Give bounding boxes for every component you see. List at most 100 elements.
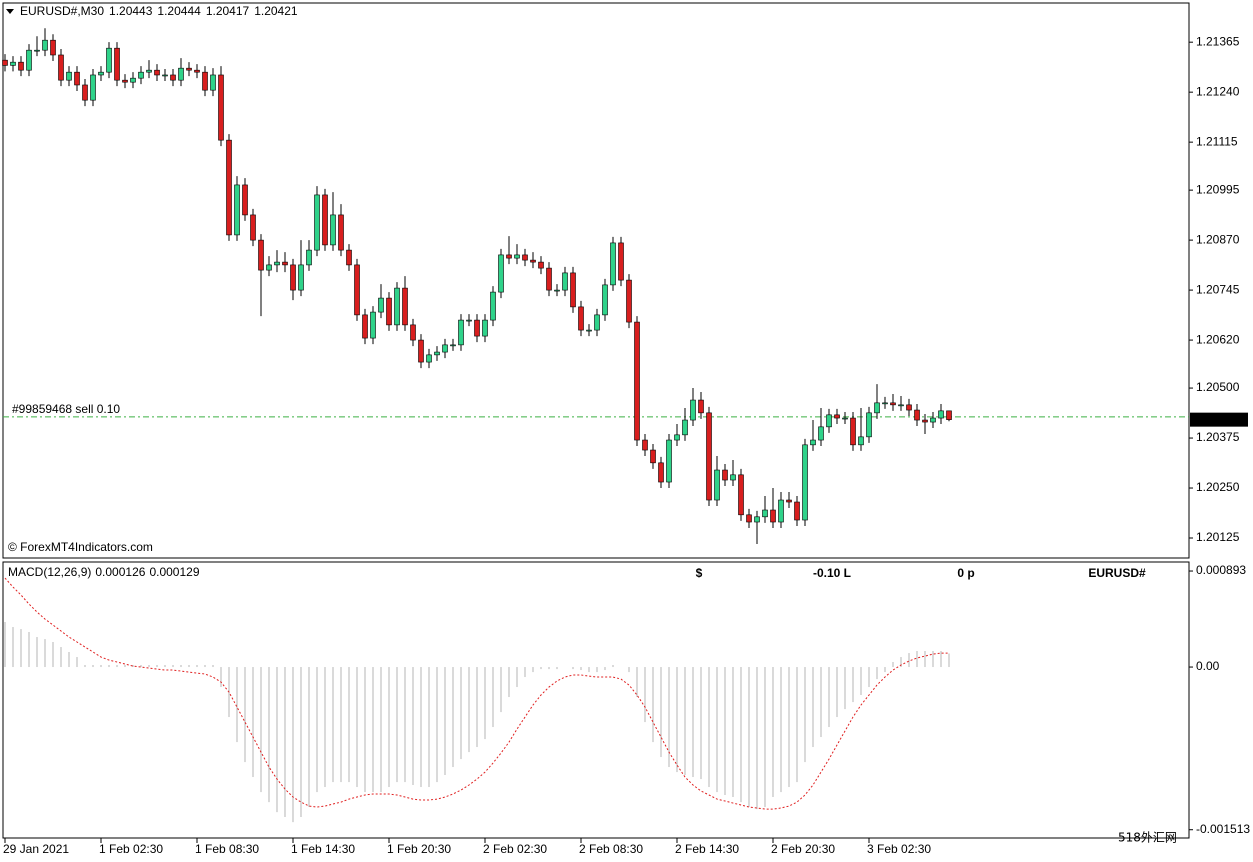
- candle-body: [194, 69, 200, 73]
- x-tick-label: 1 Feb 14:30: [291, 842, 355, 856]
- signal-line: [4, 577, 950, 810]
- candle-body: [74, 71, 80, 86]
- candle-body: [58, 54, 64, 81]
- candle-body: [178, 67, 184, 81]
- candle-body: [378, 297, 384, 313]
- y-tick-label: -0.001513: [1196, 822, 1250, 836]
- menu-triangle[interactable]: [6, 9, 14, 14]
- candle-body: [506, 254, 512, 259]
- candle-body: [2, 59, 8, 66]
- indicator-value: 0.000129: [149, 565, 199, 579]
- candle-body: [914, 409, 920, 421]
- candle-body: [426, 354, 432, 363]
- candle-body: [130, 77, 136, 83]
- candle-body: [802, 444, 808, 521]
- candle-body: [834, 414, 840, 419]
- candle-body: [402, 287, 408, 326]
- header-value: 1.20444: [157, 4, 201, 18]
- candle-body: [362, 314, 368, 339]
- info-label: $: [696, 566, 703, 580]
- candle-body: [42, 39, 48, 51]
- candle-body: [578, 306, 584, 331]
- candle-body: [674, 434, 680, 441]
- candle-body: [842, 417, 848, 420]
- candle-body: [298, 264, 304, 291]
- candle-body: [890, 402, 896, 406]
- header-value: 1.20421: [254, 4, 298, 18]
- indicator-value: MACD(12,26,9): [8, 565, 91, 579]
- candle-body: [122, 79, 128, 83]
- candle-body: [634, 321, 640, 441]
- candle-body: [242, 184, 248, 216]
- candle-body: [146, 69, 152, 73]
- y-tick-label: 1.21365: [1196, 34, 1240, 48]
- candle-body: [170, 74, 176, 81]
- y-tick-label: 0.00: [1196, 659, 1220, 673]
- y-tick-label: 1.20870: [1196, 232, 1240, 246]
- candle-body: [282, 261, 288, 266]
- candle-body: [778, 499, 784, 523]
- candle-body: [330, 214, 336, 246]
- candle-body: [50, 39, 56, 56]
- candle-body: [474, 319, 480, 337]
- macd-panel: [2, 561, 1190, 839]
- candle-body: [850, 417, 856, 446]
- indicator-label: MACD(12,26,9) 0.000126 0.000129: [8, 565, 200, 579]
- candle-body: [618, 242, 624, 281]
- candle-body: [266, 264, 272, 271]
- candle-body: [138, 71, 144, 79]
- candle-body: [906, 404, 912, 411]
- candle-body: [770, 509, 776, 523]
- x-tick-label: 2 Feb 08:30: [579, 842, 643, 856]
- candle-body: [442, 344, 448, 353]
- candle-body: [650, 449, 656, 464]
- candle-body: [938, 410, 944, 419]
- candle-body: [762, 509, 768, 518]
- candle-body: [186, 67, 192, 71]
- candle-body: [570, 272, 576, 308]
- candle-body: [34, 49, 40, 52]
- candle-body: [706, 412, 712, 501]
- y-tick-label: 1.20620: [1196, 332, 1240, 346]
- candle-body: [746, 514, 752, 523]
- candle-body: [810, 439, 816, 446]
- candle-body: [690, 399, 696, 421]
- candle-body: [642, 439, 648, 451]
- candle-body: [626, 279, 632, 323]
- candle-body: [18, 61, 24, 71]
- candle-body: [322, 194, 328, 246]
- candle-body: [258, 239, 264, 271]
- candle-body: [490, 291, 496, 321]
- candle-body: [250, 214, 256, 241]
- candle-body: [354, 264, 360, 316]
- x-tick-label: 1 Feb 20:30: [387, 842, 451, 856]
- candle-body: [874, 402, 880, 414]
- candle-body: [66, 71, 72, 81]
- watermark: © ForexMT4Indicators.com: [8, 540, 153, 554]
- x-tick-label: 3 Feb 02:30: [867, 842, 931, 856]
- candle-body: [714, 469, 720, 501]
- header-value: 1.20443: [109, 4, 153, 18]
- candle-body: [466, 319, 472, 322]
- candle-body: [82, 84, 88, 101]
- candle-body: [818, 426, 824, 441]
- candle-body: [154, 69, 160, 76]
- site-watermark: 518外汇网: [1118, 831, 1177, 845]
- candle-body: [562, 272, 568, 291]
- candle-body: [698, 399, 704, 414]
- candle-body: [226, 139, 232, 236]
- candle-body: [594, 314, 600, 331]
- candle-body: [434, 351, 440, 356]
- info-label: 0 p: [957, 566, 974, 580]
- candle-body: [274, 261, 280, 266]
- candle-body: [386, 297, 392, 326]
- y-tick-label: 1.20745: [1196, 282, 1240, 296]
- candle-body: [682, 419, 688, 436]
- candle-body: [234, 184, 240, 236]
- candle-body: [922, 419, 928, 423]
- candle-body: [602, 284, 608, 316]
- candle-body: [346, 249, 352, 266]
- candle-body: [722, 469, 728, 481]
